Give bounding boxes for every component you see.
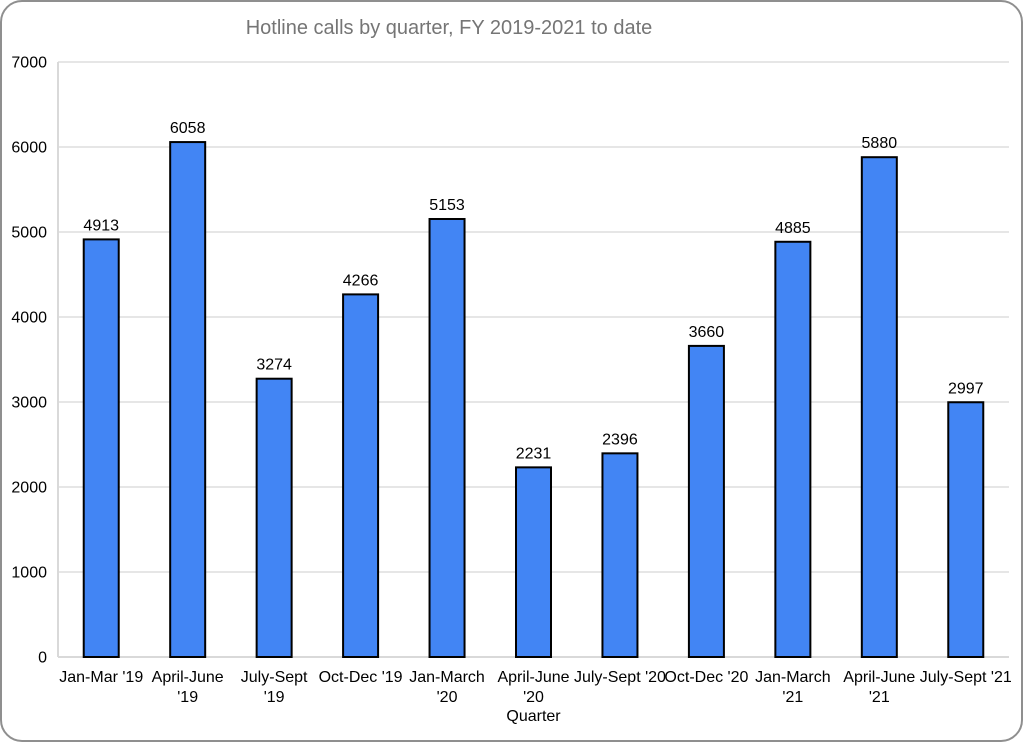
x-tick-label: '21 bbox=[782, 689, 803, 706]
y-tick-label: 4000 bbox=[11, 310, 47, 327]
y-tick-label: 2000 bbox=[11, 480, 47, 497]
x-axis-title: Quarter bbox=[506, 708, 561, 725]
x-tick-label: '19 bbox=[264, 689, 285, 706]
bar bbox=[342, 293, 380, 658]
bar-value-label: 6058 bbox=[170, 120, 206, 137]
x-tick-label: Oct-Dec '19 bbox=[319, 669, 403, 686]
bar bbox=[860, 156, 898, 658]
bar bbox=[515, 466, 552, 658]
bar-value-label: 3274 bbox=[256, 357, 292, 374]
x-tick-label: '20 bbox=[437, 689, 458, 706]
bar bbox=[774, 240, 812, 658]
y-tick-label: 7000 bbox=[11, 55, 47, 72]
bar-value-label: 5153 bbox=[429, 197, 465, 214]
x-tick-label: '21 bbox=[869, 689, 890, 706]
x-tick-label: Jan-Mar '19 bbox=[59, 669, 143, 686]
x-tick-label: Jan-March bbox=[409, 669, 485, 686]
bar bbox=[169, 141, 207, 658]
bar-value-label: 5880 bbox=[862, 135, 898, 152]
x-tick-label: April-June bbox=[497, 669, 569, 686]
bar bbox=[82, 238, 120, 659]
chart-title: Hotline calls by quarter, FY 2019-2021 t… bbox=[245, 17, 653, 39]
y-tick-label: 0 bbox=[38, 650, 47, 667]
x-tick-label: '19 bbox=[177, 689, 198, 706]
bar-value-label: 4266 bbox=[343, 272, 379, 289]
x-tick-label: July-Sept '21 bbox=[920, 669, 1012, 686]
y-tick-label: 1000 bbox=[11, 565, 47, 582]
x-tick-label: '20 bbox=[523, 689, 544, 706]
x-tick-label: July-Sept bbox=[241, 669, 308, 686]
bar bbox=[947, 401, 985, 658]
bar bbox=[601, 452, 639, 658]
x-tick-label: April-June bbox=[152, 669, 224, 686]
x-tick-label: April-June bbox=[843, 669, 915, 686]
bar-value-label: 3660 bbox=[689, 324, 725, 341]
bar-value-label: 2231 bbox=[516, 445, 552, 462]
y-tick-label: 3000 bbox=[11, 395, 47, 412]
bar-value-label: 2997 bbox=[948, 380, 984, 397]
x-tick-label: July-Sept '20 bbox=[574, 669, 666, 686]
x-tick-label: Jan-March bbox=[755, 669, 831, 686]
bar bbox=[255, 377, 293, 658]
y-tick-label: 5000 bbox=[11, 225, 47, 242]
x-tick-label: Oct-Dec '20 bbox=[664, 669, 748, 686]
bar-value-label: 4885 bbox=[775, 220, 811, 237]
bar bbox=[687, 344, 725, 658]
bar bbox=[428, 217, 466, 658]
bar-value-label: 4913 bbox=[83, 217, 119, 234]
y-tick-label: 6000 bbox=[11, 140, 47, 157]
bar-value-label: 2396 bbox=[602, 431, 638, 448]
